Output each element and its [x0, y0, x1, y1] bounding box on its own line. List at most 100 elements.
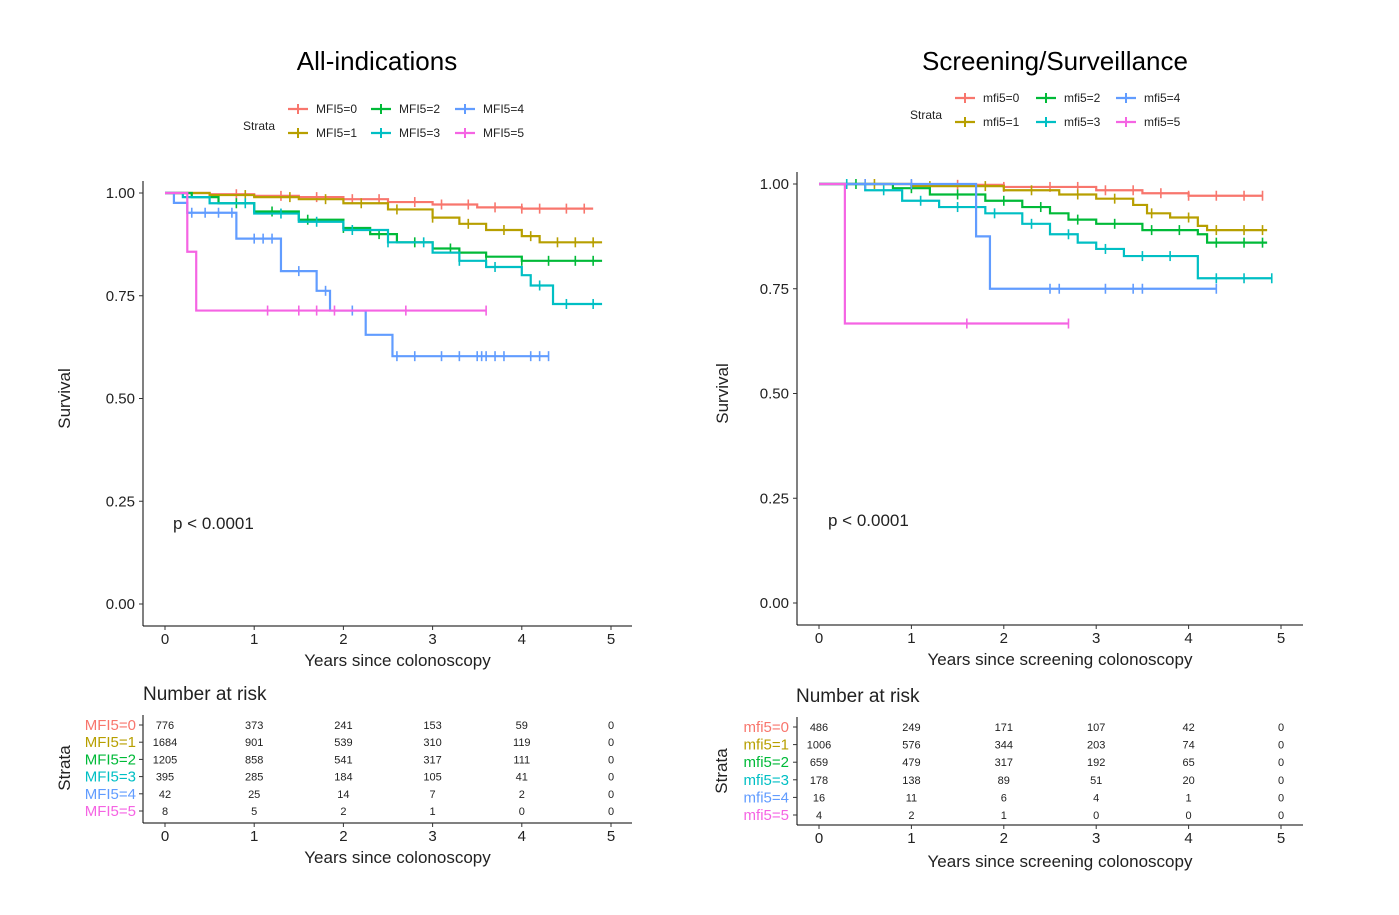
p-value: p < 0.0001	[173, 514, 254, 533]
risk-row-label: mfi5=4	[744, 789, 789, 806]
risk-x-axis-title: Years since colonoscopy	[304, 848, 491, 867]
risk-row-label: MFI5=4	[85, 786, 136, 803]
y-tick-label: 0.00	[106, 596, 135, 613]
risk-count: 111	[513, 754, 530, 766]
risk-count: 317	[423, 754, 441, 766]
legend-label: MFI5=2	[399, 102, 440, 116]
risk-x-tick-label: 0	[815, 830, 823, 847]
y-tick-label: 1.00	[106, 185, 135, 202]
x-tick-label: 1	[250, 631, 258, 648]
y-tick-label: 0.75	[760, 281, 789, 298]
risk-count: 105	[423, 772, 441, 784]
risk-count: 1	[1186, 792, 1192, 804]
x-tick-label: 5	[607, 631, 615, 648]
risk-count: 858	[245, 754, 263, 766]
risk-row-label: mfi5=5	[744, 807, 789, 824]
series-mfi5-3	[819, 179, 1273, 284]
risk-count: 14	[337, 789, 349, 801]
risk-count: 1006	[807, 740, 831, 752]
legend-label: mfi5=0	[983, 91, 1020, 105]
risk-count: 317	[995, 757, 1013, 769]
x-tick-label: 2	[1000, 630, 1008, 647]
risk-count: 1	[1001, 810, 1007, 822]
legend-label: MFI5=5	[483, 126, 524, 140]
risk-count: 241	[334, 720, 352, 732]
risk-count: 138	[902, 775, 920, 787]
legend-label: mfi5=3	[1064, 115, 1101, 129]
risk-x-tick-label: 1	[907, 830, 915, 847]
series-mfi5-2	[819, 179, 1268, 248]
series-mfi5-5	[819, 182, 1070, 329]
survival-curve	[165, 191, 603, 306]
y-tick-label: 0.50	[106, 391, 135, 408]
p-value: p < 0.0001	[828, 511, 909, 530]
risk-table-title: Number at risk	[796, 686, 920, 707]
risk-count: 65	[1182, 757, 1194, 769]
series-mfi5-4	[165, 191, 550, 362]
risk-count: 20	[1182, 775, 1194, 787]
x-tick-label: 3	[428, 631, 436, 648]
series-mfi5-0	[165, 189, 594, 214]
risk-count: 16	[813, 792, 825, 804]
risk-count: 1205	[153, 754, 177, 766]
x-tick-label: 5	[1277, 630, 1285, 647]
survival-curve	[165, 191, 549, 358]
series-mfi5-1	[819, 179, 1268, 236]
legend-label: mfi5=2	[1064, 91, 1101, 105]
y-tick-label: 0.25	[106, 493, 135, 510]
risk-count: 2	[340, 806, 346, 818]
risk-count: 2	[519, 789, 525, 801]
risk-row-label: mfi5=3	[744, 772, 789, 789]
x-tick-label: 3	[1092, 630, 1100, 647]
risk-count: 0	[608, 789, 614, 801]
risk-count: 249	[902, 722, 920, 734]
risk-x-tick-label: 2	[339, 828, 347, 845]
risk-count: 0	[1278, 740, 1284, 752]
risk-count: 4	[1093, 792, 1099, 804]
risk-count: 184	[334, 772, 352, 784]
risk-x-tick-label: 2	[1000, 830, 1008, 847]
risk-count: 6	[1001, 792, 1007, 804]
survival-curve	[819, 182, 1268, 244]
survival-curve	[819, 182, 1069, 325]
risk-count: 659	[810, 757, 828, 769]
risk-x-tick-label: 3	[1092, 830, 1100, 847]
legend-label: mfi5=5	[1144, 115, 1181, 129]
risk-row-label: mfi5=2	[744, 754, 789, 771]
x-tick-label: 0	[161, 631, 169, 648]
survival-curve	[165, 191, 487, 312]
risk-count: 0	[519, 806, 525, 818]
risk-x-tick-label: 4	[518, 828, 526, 845]
risk-x-tick-label: 5	[1277, 830, 1285, 847]
risk-row-label: mfi5=0	[744, 719, 789, 736]
risk-count: 1	[430, 806, 436, 818]
x-tick-label: 1	[907, 630, 915, 647]
survival-curve	[819, 182, 1217, 290]
risk-row-label: mfi5=1	[744, 737, 789, 754]
risk-count: 285	[245, 772, 263, 784]
risk-count: 178	[810, 775, 828, 787]
legend-label: MFI5=0	[316, 102, 357, 116]
legend-label: mfi5=4	[1144, 91, 1181, 105]
panel-all-indications: All-indicationsStrataMFI5=0MFI5=1MFI5=2M…	[55, 46, 632, 867]
risk-count: 107	[1087, 722, 1105, 734]
risk-count: 0	[1278, 757, 1284, 769]
risk-count: 0	[1278, 792, 1284, 804]
risk-count: 0	[608, 754, 614, 766]
risk-x-tick-label: 5	[607, 828, 615, 845]
risk-x-tick-label: 3	[428, 828, 436, 845]
risk-y-axis-title: Strata	[55, 745, 74, 791]
risk-count: 776	[156, 720, 174, 732]
legend-label: MFI5=4	[483, 102, 524, 116]
series-mfi5-4	[819, 179, 1218, 294]
risk-count: 11	[906, 792, 917, 804]
legend-label: mfi5=1	[983, 115, 1020, 129]
risk-count: 51	[1090, 775, 1102, 787]
risk-count: 373	[245, 720, 263, 732]
risk-count: 42	[159, 789, 171, 801]
y-axis-title: Survival	[713, 363, 732, 423]
risk-count: 203	[1087, 740, 1105, 752]
